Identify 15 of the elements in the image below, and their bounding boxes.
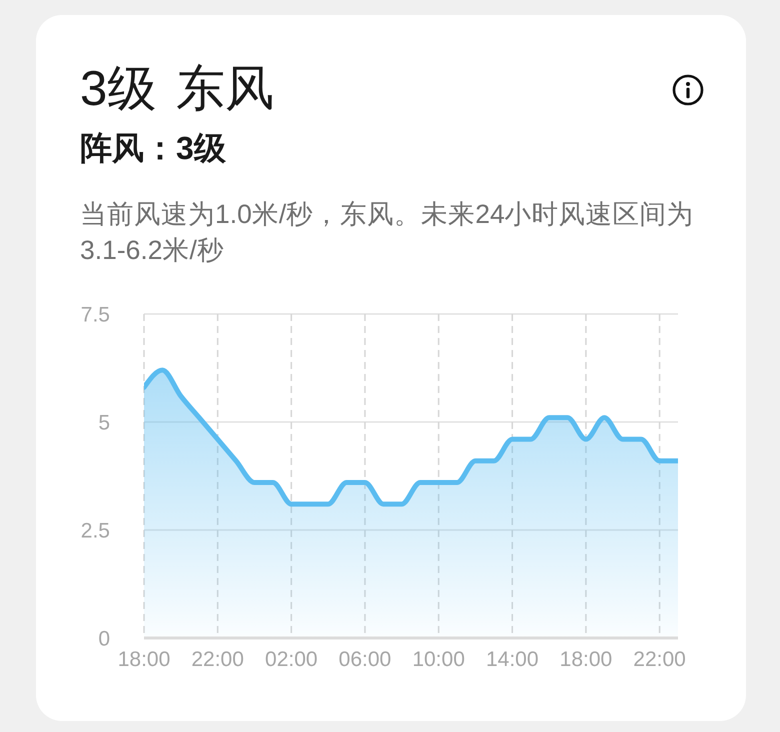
y-tick-label: 0 [98,627,110,650]
chart-title: 3级 东风 [80,61,274,118]
x-tick-label: 18:00 [560,648,612,671]
x-tick-label: 18:00 [118,648,170,671]
x-tick-label: 02:00 [265,648,318,671]
y-tick-label: 7.5 [80,303,110,326]
y-tick-label: 5 [98,411,110,434]
x-tick-label: 06:00 [338,648,392,671]
x-tick-label: 22:00 [191,648,244,671]
chart-subtitle: 阵风：3级 [80,129,226,168]
y-tick-label: 2.5 [80,519,110,542]
text: 当前风速为1.0米/秒，东风。未来24小时风速区间为3.1-6.2米/秒 [80,198,695,267]
x-tick-label: 14:00 [486,648,539,671]
x-tick-label: 10:00 [412,648,465,671]
x-tick-label: 22:00 [633,648,686,671]
